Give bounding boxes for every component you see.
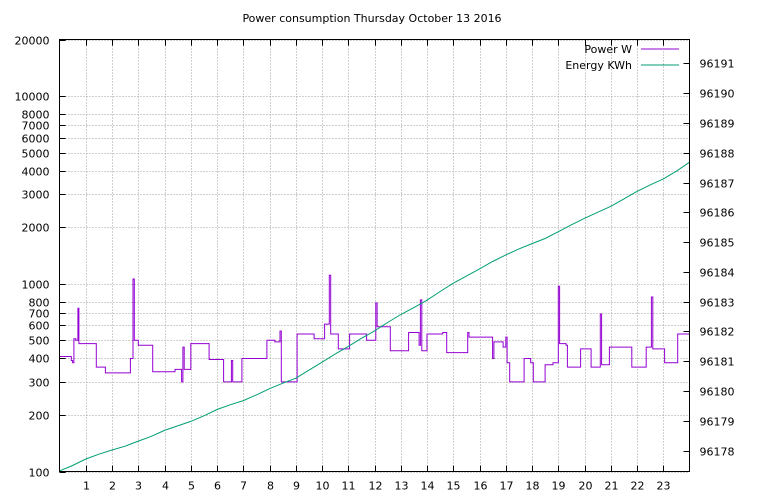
y-tick-label: 1000 xyxy=(22,279,50,292)
y-tick-label: 3000 xyxy=(22,189,50,202)
y2-tick-label: 96183 xyxy=(700,297,735,310)
x-tick-label: 14 xyxy=(421,480,435,493)
x-tick-label: 21 xyxy=(605,480,619,493)
y2-tick-label: 96178 xyxy=(700,446,735,459)
x-tick-label: 18 xyxy=(526,480,540,493)
y2-tick-label: 96182 xyxy=(700,326,735,339)
grid-lines xyxy=(59,39,690,473)
y2-tick-label: 96185 xyxy=(700,237,735,250)
x-tick-label: 5 xyxy=(188,480,195,493)
y-tick-label: 4000 xyxy=(22,166,50,179)
series-line-2 xyxy=(59,161,690,472)
x-tick-label: 3 xyxy=(135,480,142,493)
y-tick-label: 7000 xyxy=(22,120,50,133)
x-tick-label: 22 xyxy=(631,480,645,493)
y2-tick-label: 96190 xyxy=(700,88,735,101)
axis-ticks xyxy=(59,39,690,473)
y-tick-label: 800 xyxy=(29,297,50,310)
x-tick-label: 11 xyxy=(342,480,356,493)
y2-tick-label: 96186 xyxy=(700,207,735,220)
y-tick-label: 10000 xyxy=(15,91,50,104)
y2-tick-label: 96188 xyxy=(700,148,735,161)
y2-tick-label: 96189 xyxy=(700,118,735,131)
y-tick-label: 6000 xyxy=(22,133,50,146)
y-tick-label: 100 xyxy=(29,467,50,480)
y-tick-label: 2000 xyxy=(22,222,50,235)
y-tick-label: 200 xyxy=(29,410,50,423)
x-tick-label: 2 xyxy=(109,480,116,493)
x-tick-label: 10 xyxy=(316,480,330,493)
legend: Power W Energy KWh xyxy=(565,43,679,72)
series-line-1 xyxy=(59,274,690,383)
y-tick-label: 500 xyxy=(29,335,50,348)
x-tick-label: 4 xyxy=(162,480,169,493)
y-tick-label: 8000 xyxy=(22,109,50,122)
y2-tick-label: 96181 xyxy=(700,356,735,369)
x-tick-label: 1 xyxy=(83,480,90,493)
legend-label: Energy KWh xyxy=(565,59,632,72)
y2-tick-label: 96180 xyxy=(700,386,735,399)
tick-labels: 1 2 3 4 5 6 7 8 9 10 11 12 13 14 15 16 17 18 19 20 21 22 23100… xyxy=(15,35,735,493)
x-tick-label: 12 xyxy=(369,480,383,493)
y-tick-label: 20000 xyxy=(15,35,50,48)
y-tick-label: 300 xyxy=(29,377,50,390)
x-tick-label: 8 xyxy=(267,480,274,493)
x-tick-label: 6 xyxy=(214,480,221,493)
x-tick-label: 20 xyxy=(579,480,593,493)
y2-tick-label: 96179 xyxy=(700,416,735,429)
legend-label: Power W xyxy=(584,43,632,56)
x-tick-label: 16 xyxy=(474,480,488,493)
plot-frame xyxy=(59,39,690,472)
x-tick-label: 19 xyxy=(552,480,566,493)
x-tick-label: 17 xyxy=(500,480,514,493)
x-tick-label: 9 xyxy=(293,480,300,493)
y2-tick-label: 96191 xyxy=(700,58,735,71)
y2-tick-label: 96187 xyxy=(700,178,735,191)
x-tick-label: 15 xyxy=(447,480,461,493)
chart-title: Power consumption Thursday October 13 20… xyxy=(242,12,501,25)
y2-tick-label: 96184 xyxy=(700,267,735,280)
y-tick-label: 400 xyxy=(29,353,50,366)
x-tick-label: 23 xyxy=(657,480,671,493)
series-lines xyxy=(59,161,690,472)
x-tick-label: 13 xyxy=(395,480,409,493)
y-tick-label: 700 xyxy=(29,308,50,321)
y-tick-label: 5000 xyxy=(22,148,50,161)
y-tick-label: 600 xyxy=(29,320,50,333)
x-tick-label: 7 xyxy=(240,480,247,493)
